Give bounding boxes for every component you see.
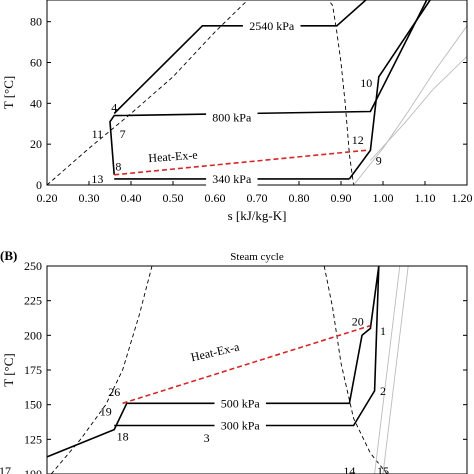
y-tick-label: 175	[24, 363, 42, 377]
heat-exchanger-label: Heat-Ex-a	[189, 339, 241, 364]
pressure-label-bg	[242, 17, 301, 33]
pressure-label: 800 kPa	[212, 111, 252, 125]
state-point-label: 4	[111, 100, 117, 114]
x-tick-label: 0.80	[289, 191, 310, 205]
y-axis-label: T [°C]	[1, 353, 16, 386]
state-point-label: 13	[91, 172, 103, 186]
state-point-label: 7	[120, 127, 126, 141]
y-tick-label: 125	[24, 432, 42, 446]
pressure-label-bg	[214, 395, 266, 411]
y-tick-label: 225	[24, 294, 42, 308]
plot-area-1	[47, 266, 409, 474]
series-saturation-dome	[47, 0, 355, 185]
series-heat-exchanger-e	[114, 149, 367, 176]
state-point-label: 18	[117, 430, 129, 444]
pressure-label-bg	[206, 109, 258, 125]
pressure-label-bg	[206, 170, 258, 186]
series-heat-exchanger-a	[122, 324, 371, 405]
x-tick-label: 0.60	[205, 191, 226, 205]
y-tick-label: 60	[30, 56, 42, 70]
y-tick-label: 0	[36, 178, 42, 192]
y-tick-label: 100	[24, 467, 42, 474]
state-point-label: 15	[377, 464, 389, 474]
x-tick-label: 1.20	[452, 191, 473, 205]
state-point-label: 26	[108, 385, 120, 399]
series-superheat-isobar-b	[382, 266, 409, 474]
x-tick-label: 0.40	[121, 191, 142, 205]
state-point-label: 10	[360, 76, 372, 90]
x-tick-label: 0.20	[37, 191, 58, 205]
x-tick-label: 0.50	[163, 191, 184, 205]
y-tick-label: 20	[30, 137, 42, 151]
series-saturation-dome	[50, 266, 153, 474]
series-superheat-isobar-a	[374, 266, 401, 474]
state-point-label: 1	[380, 324, 386, 338]
state-point-label: 19	[100, 405, 112, 419]
pressure-label-bg	[214, 417, 266, 433]
state-point-label: 14	[343, 464, 355, 474]
pressure-label: 340 kPa	[212, 172, 252, 186]
y-tick-label: 80	[30, 15, 42, 29]
state-point-label: 2	[380, 384, 386, 398]
series-isobar-thin-a	[353, 25, 467, 185]
series-isobar-thin-b	[370, 56, 467, 161]
y-axis-label: T [°C]	[1, 76, 16, 109]
state-point-label: 12	[352, 133, 364, 147]
x-tick-label: 0.30	[79, 191, 100, 205]
state-point-label: 8	[115, 160, 121, 174]
y-tick-label: 250	[24, 259, 42, 273]
y-tick-label: 150	[24, 398, 42, 412]
y-tick-label: 200	[24, 328, 42, 342]
chart-title: Steam cycle	[230, 251, 284, 263]
state-point-label: 6	[439, 0, 445, 2]
state-point-label: 3	[204, 431, 210, 445]
x-tick-label: 1.10	[415, 191, 436, 205]
x-tick-label: 0.70	[247, 191, 268, 205]
state-point-label: 11	[92, 127, 104, 141]
pressure-label: 300 kPa	[221, 418, 261, 432]
x-axis-label: s [kJ/kg-K]	[228, 208, 287, 223]
y-tick-label: 40	[30, 96, 42, 110]
panel-label: (B)	[0, 248, 17, 263]
state-point-label: 20	[352, 314, 364, 328]
x-tick-label: 0.90	[331, 191, 352, 205]
state-point-label: 17	[0, 464, 11, 474]
heat-exchanger-label: Heat-Ex-e	[148, 148, 198, 165]
pressure-label: 500 kPa	[221, 396, 261, 410]
series-saturation-dome-right	[323, 266, 388, 474]
x-tick-label: 1.00	[373, 191, 394, 205]
series-cycle	[47, 266, 380, 458]
series-recuperator-path	[348, 0, 432, 180]
state-point-label: 9	[376, 154, 382, 168]
pressure-label: 2540 kPa	[249, 19, 295, 33]
